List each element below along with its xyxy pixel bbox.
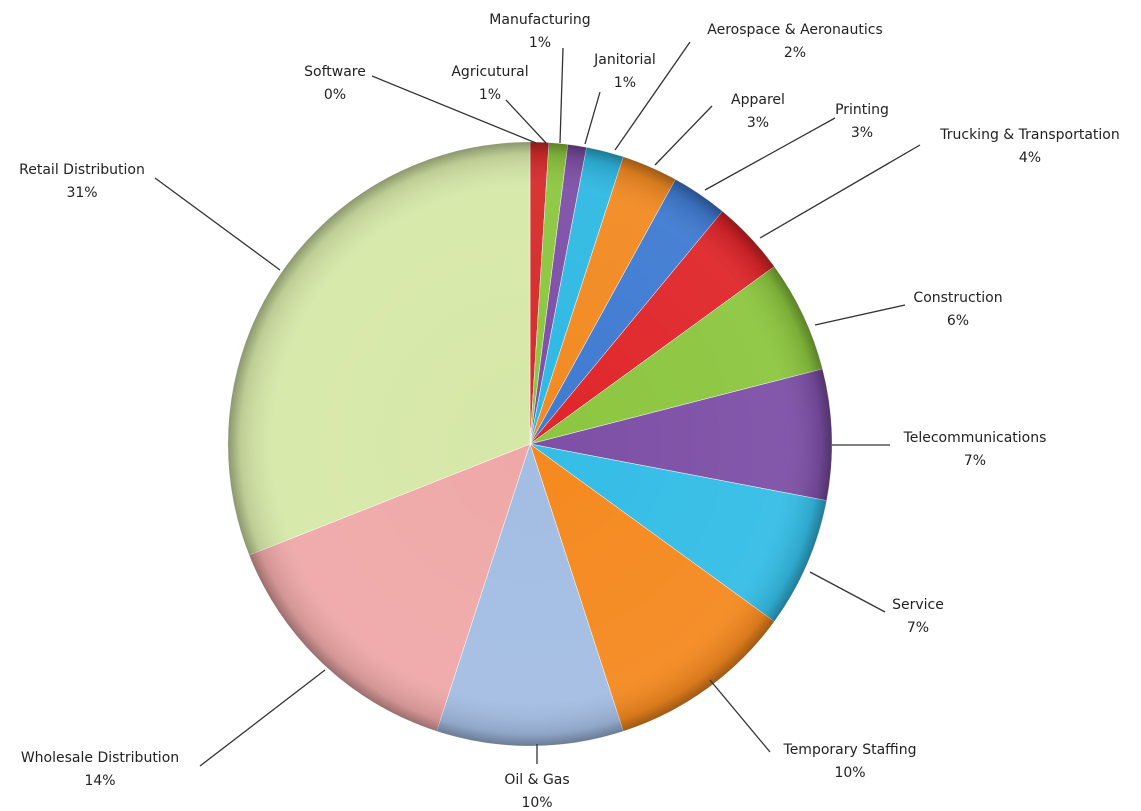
slice-value-label: 7% bbox=[964, 453, 986, 469]
slice-value-label: 10% bbox=[521, 795, 552, 811]
slice-value-label: 10% bbox=[834, 765, 865, 781]
slice-value-label: 1% bbox=[529, 35, 551, 51]
slice-label: Oil & Gas bbox=[504, 772, 569, 788]
slice-value-label: 4% bbox=[1019, 150, 1041, 166]
slice-value-label: 1% bbox=[479, 87, 501, 103]
slice-value-label: 7% bbox=[907, 620, 929, 636]
leader-line bbox=[814, 304, 906, 326]
leader-line bbox=[154, 177, 281, 271]
slice-value-label: 1% bbox=[614, 75, 636, 91]
leader-line bbox=[759, 144, 921, 239]
slice-label: Wholesale Distribution bbox=[21, 750, 179, 766]
slice-label: Manufacturing bbox=[489, 12, 590, 28]
slice-value-label: 3% bbox=[747, 115, 769, 131]
leader-line bbox=[559, 47, 564, 144]
leader-line bbox=[614, 41, 691, 151]
leader-line bbox=[709, 679, 771, 753]
labels: Software0%Agricutural1%Manufacturing1%Ja… bbox=[19, 12, 1120, 811]
slice-value-label: 31% bbox=[66, 185, 97, 201]
slice-label: Software bbox=[304, 64, 366, 80]
slice-label: Service bbox=[892, 597, 944, 613]
slice-value-label: 3% bbox=[851, 125, 873, 141]
slice-value-label: 14% bbox=[84, 773, 115, 789]
leader-line bbox=[371, 75, 537, 144]
slice-label: Printing bbox=[835, 102, 889, 118]
slice-label: Trucking & Transportation bbox=[939, 127, 1119, 143]
leader-line bbox=[584, 91, 601, 145]
slice-label: Temporary Staffing bbox=[783, 742, 917, 758]
leader-line bbox=[199, 669, 326, 767]
slice-label: Telecommunications bbox=[903, 430, 1047, 446]
slice-label: Apparel bbox=[731, 92, 785, 108]
slice-value-label: 6% bbox=[947, 313, 969, 329]
pie bbox=[227, 141, 833, 747]
leader-line bbox=[505, 99, 547, 144]
leader-line bbox=[704, 117, 836, 191]
slice-label: Retail Distribution bbox=[19, 162, 145, 178]
slice-label: Aerospace & Aeronautics bbox=[707, 22, 883, 38]
slice-value-label: 0% bbox=[324, 87, 346, 103]
leader-line bbox=[654, 105, 713, 166]
slice-label: Janitorial bbox=[593, 52, 656, 68]
leader-line bbox=[809, 571, 886, 613]
slice-label: Agricutural bbox=[451, 64, 528, 80]
slice-label: Construction bbox=[913, 290, 1002, 306]
slice-value-label: 2% bbox=[784, 45, 806, 61]
